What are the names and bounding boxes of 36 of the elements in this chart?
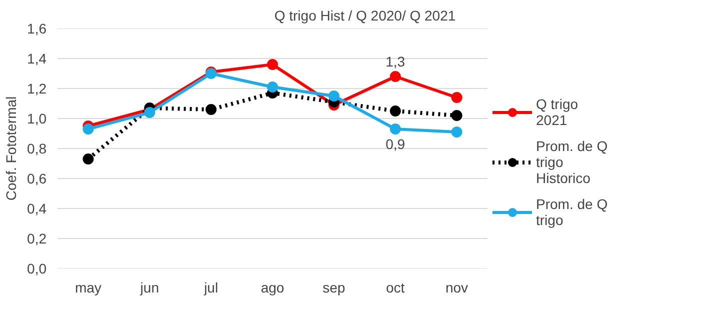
y-tick-label: 1,2 <box>27 80 47 96</box>
annotation: 1,3 <box>386 54 406 70</box>
y-tick-label: 1,0 <box>27 110 47 126</box>
point <box>451 110 462 121</box>
point <box>390 124 401 134</box>
x-tick-label: nov <box>446 280 468 296</box>
point <box>144 107 156 118</box>
y-tick-label: 1,6 <box>27 20 47 36</box>
point <box>206 104 217 115</box>
x-tick-label: oct <box>386 280 405 296</box>
point <box>82 124 94 134</box>
y-tick-label: 0,6 <box>27 170 47 186</box>
point <box>390 106 401 116</box>
annotation: 0,9 <box>386 136 406 152</box>
point <box>82 154 94 164</box>
y-tick-label: 0,2 <box>27 230 47 246</box>
point <box>328 90 340 102</box>
x-tick-label: may <box>74 280 102 296</box>
x-tick-label: jul <box>203 280 218 296</box>
x-tick-label: ago <box>260 280 284 296</box>
x-tick-label: jun <box>139 280 159 296</box>
chart-title: Q trigo Hist / Q 2020/ Q 2021 <box>274 8 456 24</box>
x-tick-label: sep <box>322 280 346 296</box>
y-tick-label: 0,4 <box>27 200 47 216</box>
point <box>451 92 462 103</box>
legend-label: Q trigo 2021 <box>536 96 578 128</box>
y-tick-label: 0,0 <box>27 260 47 276</box>
legend-label: Prom. de Q trigo Historico <box>536 138 608 186</box>
point <box>267 59 278 70</box>
y-tick-label: 0,8 <box>27 140 47 156</box>
y-tick-label: 1,4 <box>27 50 47 66</box>
point <box>451 126 462 138</box>
point <box>267 82 278 92</box>
legend-label: Prom. de Q trigo <box>536 196 608 228</box>
y-axis-title: Coef. Fototermal <box>3 96 20 201</box>
point <box>390 71 401 82</box>
